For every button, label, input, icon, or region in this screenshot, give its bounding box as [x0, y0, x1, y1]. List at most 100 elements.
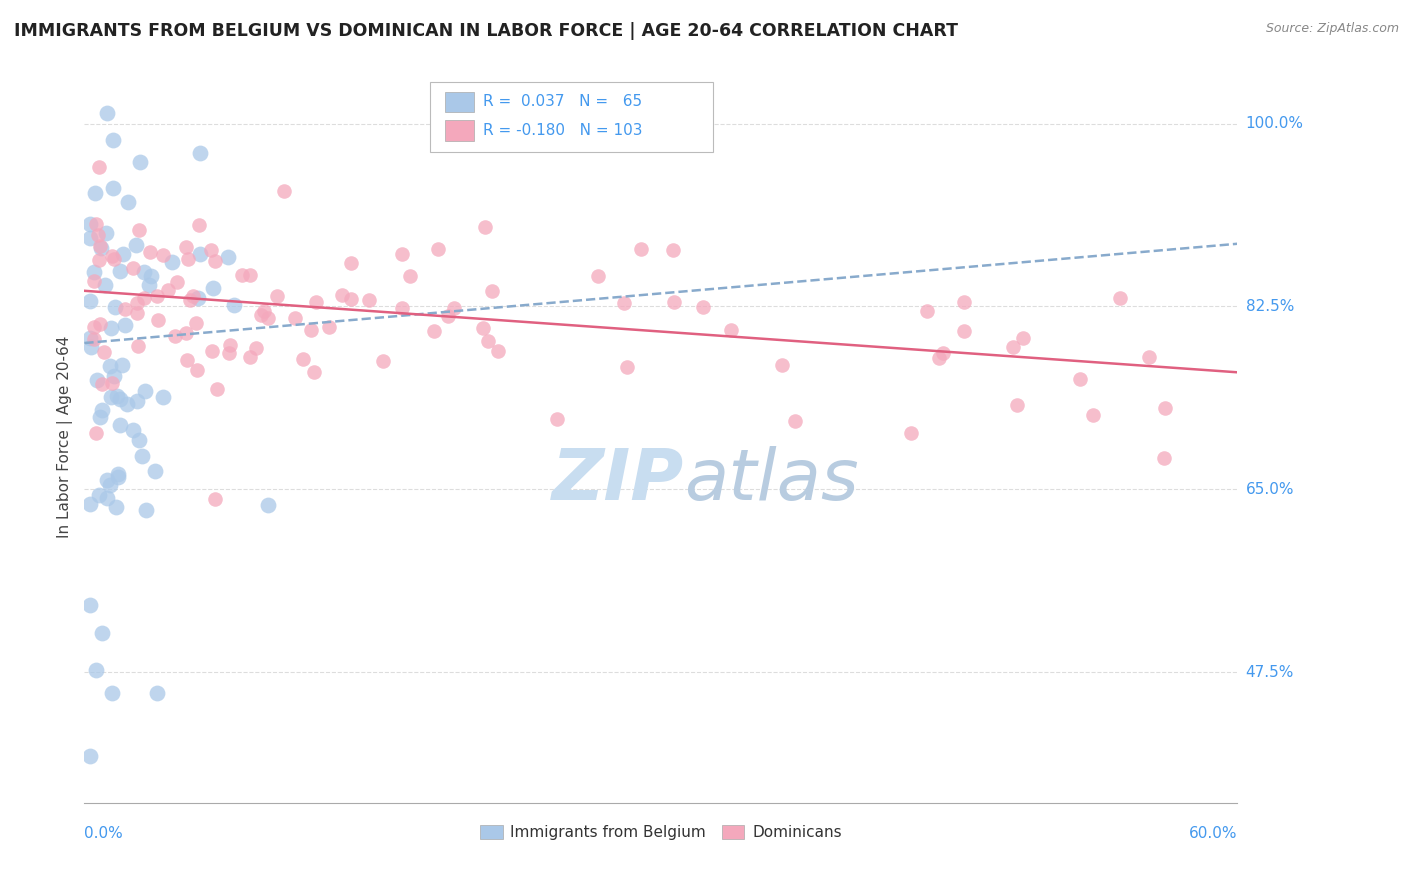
Point [117, 194, 139, 209]
Point [145, 288, 167, 302]
Point [132, 291, 155, 305]
Point [245, 341, 267, 355]
Point [96, 106, 118, 120]
Point [80, 340, 103, 354]
Point [89, 488, 111, 502]
Point [121, 423, 143, 437]
Point [183, 288, 205, 302]
Point [101, 249, 124, 263]
Point [108, 264, 131, 278]
Point [188, 218, 211, 232]
Point [83, 320, 105, 334]
Point [204, 254, 226, 268]
Point [132, 265, 155, 279]
Point [436, 309, 458, 323]
Point [127, 394, 149, 409]
Point [143, 464, 166, 478]
Point [661, 243, 683, 257]
Point [104, 500, 127, 514]
Point [546, 412, 568, 426]
Point [165, 329, 187, 343]
Point [186, 316, 208, 330]
Point [217, 250, 239, 264]
Point [83, 265, 105, 279]
Point [79, 331, 101, 345]
Point [127, 339, 149, 353]
Point [205, 382, 228, 396]
Text: 65.0%: 65.0% [1246, 482, 1294, 497]
Point [302, 365, 325, 379]
Point [426, 242, 449, 256]
Point [391, 247, 413, 261]
Point [915, 304, 938, 318]
Point [200, 243, 222, 257]
Point [139, 268, 162, 283]
Point [90, 241, 112, 255]
Point [89, 409, 111, 424]
Point [93, 344, 115, 359]
Point [477, 334, 499, 348]
Point [125, 238, 148, 252]
Point [114, 318, 136, 332]
Point [100, 321, 122, 335]
Point [900, 425, 922, 440]
Point [138, 277, 160, 292]
Point [186, 363, 208, 377]
Text: IMMIGRANTS FROM BELGIUM VS DOMINICAN IN LABOR FORCE | AGE 20-64 CORRELATION CHAR: IMMIGRANTS FROM BELGIUM VS DOMINICAN IN … [14, 22, 957, 40]
Point [399, 269, 422, 284]
Point [160, 254, 183, 268]
Point [79, 293, 101, 308]
Point [174, 240, 197, 254]
Point [253, 304, 276, 318]
Point [201, 344, 224, 359]
Point [371, 353, 394, 368]
Point [121, 261, 143, 276]
Point [339, 293, 361, 307]
Point [692, 300, 714, 314]
Point [128, 155, 150, 169]
Point [218, 345, 240, 359]
Point [928, 351, 950, 365]
Point [273, 184, 295, 198]
Point [783, 414, 806, 428]
Point [91, 625, 114, 640]
Point [588, 269, 610, 284]
Point [166, 275, 188, 289]
Text: 82.5%: 82.5% [1246, 299, 1294, 314]
Point [100, 391, 122, 405]
Bar [446, 120, 474, 141]
Point [135, 503, 157, 517]
Point [89, 252, 111, 267]
Point [1137, 350, 1160, 364]
Point [204, 492, 226, 507]
Point [91, 402, 114, 417]
Point [114, 302, 136, 317]
Text: 47.5%: 47.5% [1246, 665, 1294, 680]
Bar [446, 92, 474, 112]
Point [953, 295, 976, 310]
Point [177, 252, 200, 266]
Point [107, 467, 129, 482]
Point [231, 268, 253, 282]
Point [330, 287, 353, 301]
Point [1007, 399, 1029, 413]
Point [83, 332, 105, 346]
Point [96, 226, 118, 240]
Point [79, 217, 101, 231]
Point [257, 310, 280, 325]
Point [146, 686, 169, 700]
Point [1108, 292, 1130, 306]
Point [630, 242, 652, 256]
Point [616, 359, 638, 374]
Point [98, 359, 121, 373]
Point [87, 228, 110, 243]
Point [139, 244, 162, 259]
Point [770, 358, 793, 372]
Point [84, 186, 107, 200]
Point [117, 396, 139, 410]
Point [486, 343, 509, 358]
Point [107, 470, 129, 484]
Point [131, 449, 153, 463]
Point [1012, 331, 1035, 345]
Point [108, 418, 131, 433]
